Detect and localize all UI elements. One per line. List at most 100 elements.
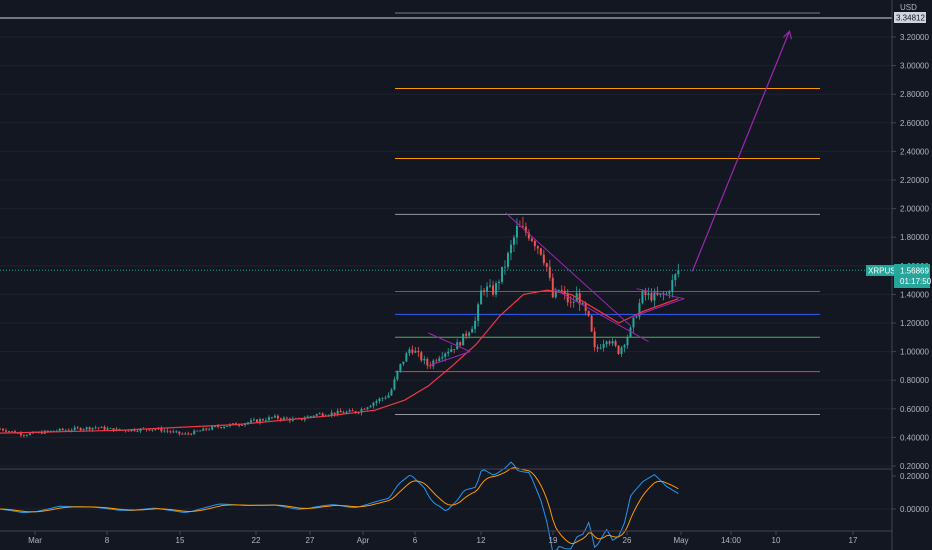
candle-body (465, 333, 468, 336)
candle-body (100, 426, 103, 428)
candle-body (276, 415, 279, 419)
candle-body (315, 414, 318, 416)
candle-body (255, 419, 258, 423)
candle-body (97, 427, 100, 429)
candle-body (211, 426, 214, 430)
countdown-text: 01:17:50 (900, 277, 932, 286)
candle-body (608, 341, 611, 344)
candle-body (214, 426, 217, 427)
candle-body (414, 350, 417, 353)
x-tick-label-8: 19 (549, 536, 558, 545)
candle-body (375, 401, 378, 403)
candle-body (241, 425, 244, 426)
candle-body (238, 425, 241, 426)
candle-body (653, 292, 656, 301)
trendline-support (553, 288, 649, 343)
candle-body (88, 427, 91, 430)
candle-body (273, 415, 276, 418)
candle-body (282, 417, 285, 420)
candle-body (360, 408, 363, 413)
candle-body (471, 328, 474, 333)
candle-body (590, 315, 593, 332)
x-tick-label-4: 27 (306, 536, 315, 545)
candle-body (393, 379, 396, 390)
candle-body (73, 427, 76, 431)
y-tick-label-6: 2.00000 (900, 205, 929, 214)
candle-body (536, 246, 539, 249)
candle-body (521, 226, 524, 227)
candle-body (264, 420, 267, 421)
candle-body (587, 311, 590, 316)
moving-average (0, 289, 679, 434)
candle-body (647, 293, 650, 295)
candle-body (267, 417, 270, 421)
candle-body (635, 316, 638, 318)
candle-body (623, 345, 626, 348)
candle-body (336, 410, 339, 415)
candle-body (312, 415, 315, 417)
candle-body (447, 351, 450, 354)
candle-body (193, 430, 196, 435)
candle-body (617, 345, 620, 354)
candle-body (190, 433, 193, 435)
candle-body (127, 430, 130, 432)
candle-body (226, 426, 229, 427)
candle-body (387, 395, 390, 398)
candle-body (79, 427, 82, 431)
candle-body (1, 428, 4, 431)
candle-body (533, 241, 536, 247)
candle-body (85, 427, 88, 430)
candle-body (399, 363, 402, 371)
candle-body (103, 426, 106, 430)
candle-body (7, 431, 10, 433)
candle-body (220, 427, 223, 428)
candle-body (644, 290, 647, 295)
candle-body (112, 428, 115, 431)
candle-body (468, 332, 471, 336)
candle-body (303, 418, 306, 420)
projection-arrow (691, 31, 791, 272)
candle-body (620, 347, 623, 354)
candle-body (539, 248, 542, 255)
candle-body (563, 290, 566, 294)
triangle-bottom (630, 298, 685, 318)
currency-label: USD (900, 3, 917, 12)
candle-body (16, 432, 19, 434)
x-tick-label-7: 12 (477, 536, 486, 545)
candle-body (599, 347, 602, 349)
y-tick-label-12: 0.80000 (900, 376, 929, 385)
candle-body (656, 292, 659, 295)
y-tick-label-1: 3.00000 (900, 62, 929, 71)
y-tick-label-10: 1.20000 (900, 319, 929, 328)
candle-body (76, 427, 79, 429)
small-triangle-top (428, 332, 471, 353)
candle-body (166, 430, 169, 432)
candle-body (175, 431, 178, 433)
candle-body (560, 289, 563, 291)
candle-body (512, 237, 515, 245)
triangle-top (636, 288, 685, 300)
candle-body (10, 431, 13, 432)
time-axis[interactable]: Mar 8 15 22 27 Apr 6 12 19 26 May 14:00 10 17 (28, 531, 858, 545)
y-tick-label-11: 1.00000 (900, 348, 929, 357)
candle-body (548, 266, 551, 278)
candle-body (566, 293, 569, 303)
candle-body (270, 417, 273, 418)
grid (0, 36, 892, 467)
candle-body (49, 430, 52, 432)
candle-body (160, 428, 163, 432)
candle-body (321, 413, 324, 416)
candle-body (205, 428, 208, 430)
candle-body (524, 226, 527, 233)
candle-body (40, 431, 43, 434)
candle-body (46, 430, 49, 432)
candle-body (557, 289, 560, 292)
oscillator-axis: 0.20000 0.00000 (892, 472, 929, 514)
candle-body (438, 358, 441, 362)
candle-body (593, 331, 596, 348)
candle-body (408, 349, 411, 354)
candle-body (665, 293, 668, 295)
candle-body (28, 433, 31, 436)
candle-body (261, 419, 264, 421)
